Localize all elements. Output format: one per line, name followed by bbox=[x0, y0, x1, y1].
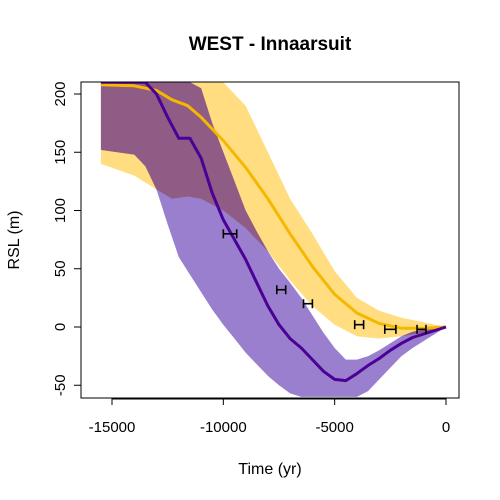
y-tick-label: 0 bbox=[52, 323, 69, 331]
y-tick-label: -50 bbox=[52, 374, 69, 396]
chart-title: WEST - Innaarsuit bbox=[189, 34, 352, 55]
observation-point bbox=[416, 324, 427, 334]
x-tick-label: -15000 bbox=[89, 419, 136, 436]
y-axis: -50 0 50 100 150 200 bbox=[52, 81, 82, 396]
observation-error-bars bbox=[222, 229, 427, 334]
overlap-band bbox=[100, 82, 446, 339]
observation-point bbox=[353, 320, 365, 330]
observation-point bbox=[222, 229, 238, 239]
observation-point bbox=[302, 299, 314, 309]
x-tick-label: 0 bbox=[442, 419, 450, 436]
observation-point bbox=[383, 324, 397, 334]
observation-point bbox=[275, 285, 287, 295]
purple-series-line bbox=[100, 82, 447, 383]
yellow-series-line bbox=[100, 83, 447, 330]
x-axis: -15000 -10000 -5000 0 bbox=[89, 398, 450, 436]
series-lines bbox=[100, 82, 447, 383]
x-axis-label: Time (yr) bbox=[238, 461, 301, 478]
y-tick-label: 50 bbox=[52, 260, 69, 277]
y-axis-label: RSL (m) bbox=[6, 211, 23, 270]
y-tick-label: 100 bbox=[52, 198, 69, 223]
y-tick-label: 200 bbox=[52, 81, 69, 106]
x-tick-label: -10000 bbox=[200, 419, 247, 436]
uncertainty-bands bbox=[100, 82, 447, 397]
y-tick-label: 150 bbox=[52, 140, 69, 165]
x-tick-label: -5000 bbox=[315, 419, 353, 436]
